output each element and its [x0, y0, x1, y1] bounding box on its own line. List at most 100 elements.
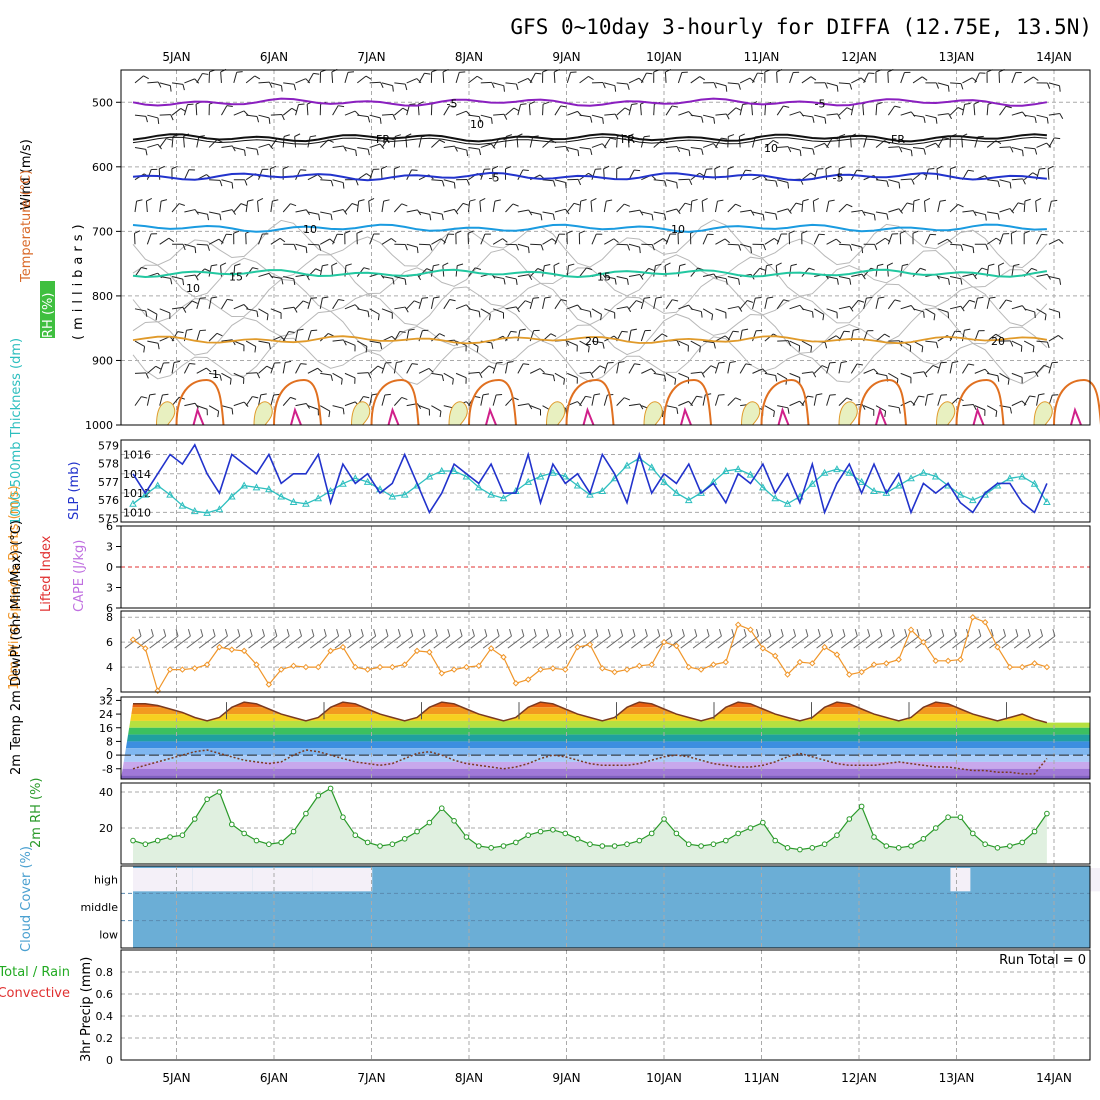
wind-barb-flag	[363, 395, 370, 399]
rh2m-point	[154, 837, 161, 844]
wind-barb	[1010, 233, 1013, 245]
wind-barb	[739, 363, 747, 374]
rh2m-point	[945, 814, 951, 821]
wind-barb-flag	[231, 145, 236, 152]
wind-barb-flag	[476, 75, 483, 80]
wind10m-point	[253, 661, 260, 668]
wind10m-point	[944, 657, 952, 665]
wind10m-point	[129, 636, 137, 643]
wind-barb-flag	[180, 108, 187, 112]
wind-barb-flag	[178, 203, 185, 206]
wind10m-point	[636, 662, 643, 670]
wind-barb-flag	[161, 199, 168, 202]
wind-barb	[418, 405, 430, 410]
wind-barb-flag	[441, 180, 445, 187]
wind-barb-flag	[910, 150, 913, 157]
wind-barb	[406, 300, 415, 310]
wind-barb-flag	[745, 363, 752, 366]
wind10m-barb	[680, 635, 698, 649]
wind-barb	[962, 273, 974, 278]
wind10m-barb-flag	[484, 629, 488, 637]
thickness-point	[684, 496, 693, 504]
wind-barb	[208, 238, 220, 245]
wind-barb-flag	[775, 213, 778, 220]
wind-barb	[553, 71, 556, 83]
wind-barb	[973, 104, 976, 116]
wind-barb	[875, 333, 885, 342]
rh2m-point	[426, 819, 433, 826]
wind-barb	[653, 104, 655, 116]
wind-barb-flag	[515, 83, 519, 90]
wind-barb	[653, 372, 665, 376]
wind-barb-flag	[256, 310, 259, 318]
wind-barb-flag	[454, 145, 458, 152]
wind-barb	[850, 300, 859, 310]
wind-barb-flag	[735, 397, 742, 401]
wind-barb	[875, 265, 878, 277]
wind-barb	[295, 300, 304, 310]
wind-barb	[702, 233, 708, 245]
wind-barb-flag	[402, 107, 409, 112]
wind10m-barb	[828, 635, 846, 649]
wind-barb-flag	[700, 311, 703, 318]
wind-barb-flag	[453, 182, 456, 189]
rh2m-frame	[120, 782, 1091, 865]
temp2m-ytick-label: 32	[99, 694, 113, 707]
wind-barb-flag	[613, 238, 619, 243]
rh2m-point	[229, 821, 235, 828]
wind-barb-flag	[839, 134, 846, 137]
wind-barb	[1011, 111, 1023, 116]
wind-barb-flag	[528, 403, 533, 410]
wind10m-point	[846, 671, 853, 678]
wind-barb	[764, 211, 776, 215]
wind-barb	[517, 403, 529, 407]
wind10m-ylabels: 10m Wind Speed & Barbs (m/s)	[7, 485, 22, 690]
wind-barb-flag	[182, 307, 187, 313]
wind10m-barb-flag	[632, 629, 636, 637]
wind10m-barb-flag	[249, 629, 253, 637]
wind-barb-flag	[824, 82, 828, 89]
wind-barb-flag	[624, 203, 630, 207]
wind-barb	[739, 77, 751, 84]
wind10m-barb	[445, 635, 463, 649]
wind-barb-flag	[614, 113, 619, 120]
wind10m-point	[969, 614, 977, 621]
wind-barb	[838, 243, 850, 246]
wind-barb	[678, 372, 689, 379]
wind-barb-flag	[537, 268, 544, 272]
wind-barb	[517, 243, 529, 248]
wind-barb	[616, 362, 620, 374]
stability-ytick-label: 6	[106, 520, 113, 533]
wind-barb	[269, 168, 272, 180]
wind10m-barb-flag	[879, 629, 883, 637]
wind-barb	[406, 243, 418, 248]
wind-barb-flag	[449, 105, 456, 108]
wind-barb-flag	[1047, 342, 1050, 349]
wind-barb	[567, 340, 578, 346]
wind-barb-flag	[995, 333, 1002, 338]
wind-barb	[886, 265, 889, 277]
rh2m-ylabel: 2m RH (%)	[29, 777, 44, 848]
wind-barb-flag	[876, 101, 883, 105]
wind10m-barb-flag	[1003, 629, 1006, 637]
wind-barb-flag	[899, 230, 906, 234]
wind-barb-flag	[802, 198, 809, 202]
wind-barb-flag	[713, 117, 716, 124]
wind10m-barb	[754, 635, 772, 649]
wind-barb-flag	[478, 116, 482, 123]
wind-barb-flag	[392, 114, 397, 121]
wind-barb-flag	[240, 203, 247, 207]
wind-barb	[208, 265, 212, 277]
wind-barb	[628, 209, 640, 213]
wind-barb-flag	[940, 361, 947, 364]
wind-barb	[492, 394, 497, 406]
wind-barb	[813, 394, 817, 406]
wind-barb-flag	[189, 363, 196, 365]
temp2m-ytick-label: -8	[102, 763, 113, 776]
wind10m-point	[290, 662, 297, 670]
wind-barb	[678, 400, 689, 407]
wind-barb	[368, 200, 371, 213]
slp-ytick-label: 1010	[123, 506, 151, 519]
